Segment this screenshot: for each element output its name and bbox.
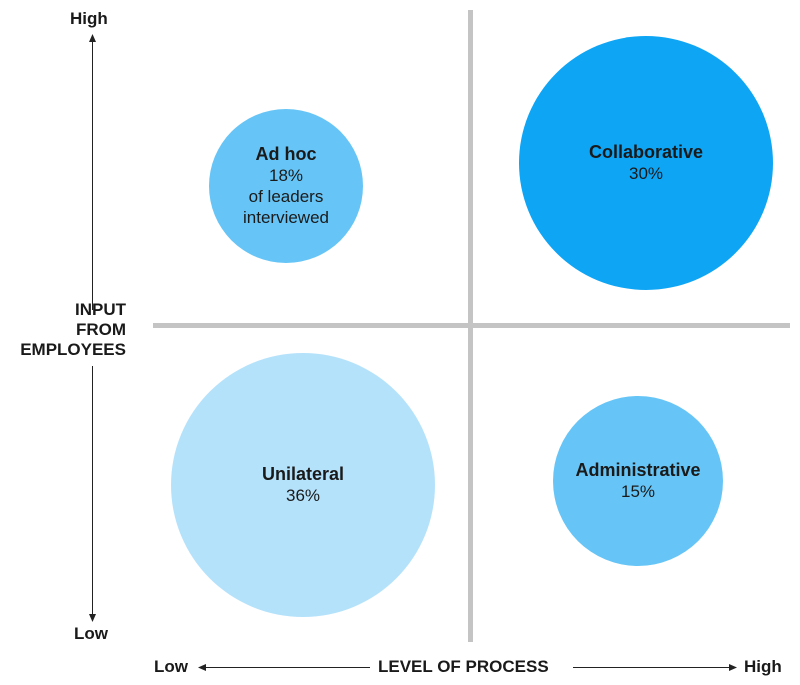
y-axis-low-label: Low <box>74 624 108 643</box>
ad-hoc-bubble: Ad hoc 18% of leaders interviewed <box>209 109 363 263</box>
x-axis-left-arrow <box>198 664 370 671</box>
collaborative-bubble: Collaborative 30% <box>519 36 773 290</box>
y-axis-title-line-3: EMPLOYEES <box>20 340 126 359</box>
y-axis-lower-arrow <box>89 366 96 622</box>
ad-hoc-note-line-1: of leaders <box>248 187 324 206</box>
y-axis-title-line-1: INPUT <box>75 300 126 319</box>
collaborative-percent: 30% <box>628 164 664 183</box>
administrative-name: Administrative <box>575 460 701 480</box>
x-axis-right-arrow <box>573 664 737 671</box>
x-axis-high-label: High <box>744 657 782 676</box>
x-axis-title: LEVEL OF PROCESS <box>378 657 549 676</box>
unilateral-name: Unilateral <box>261 464 345 484</box>
y-axis-title: INPUT FROM EMPLOYEES <box>4 300 126 360</box>
administrative-percent: 15% <box>620 482 656 501</box>
y-axis-title-line-2: FROM <box>75 320 126 339</box>
ad-hoc-percent: 18% <box>268 166 304 185</box>
ad-hoc-note-line-2: interviewed <box>243 208 329 227</box>
y-axis-upper-arrow <box>89 34 96 310</box>
unilateral-percent: 36% <box>285 486 321 505</box>
administrative-bubble: Administrative 15% <box>553 396 723 566</box>
ad-hoc-name: Ad hoc <box>255 144 317 164</box>
unilateral-bubble: Unilateral 36% <box>171 353 435 617</box>
x-axis-low-label: Low <box>154 657 188 676</box>
y-axis-high-label: High <box>70 9 108 28</box>
collaborative-name: Collaborative <box>588 142 704 162</box>
horizontal-divider <box>153 323 790 328</box>
